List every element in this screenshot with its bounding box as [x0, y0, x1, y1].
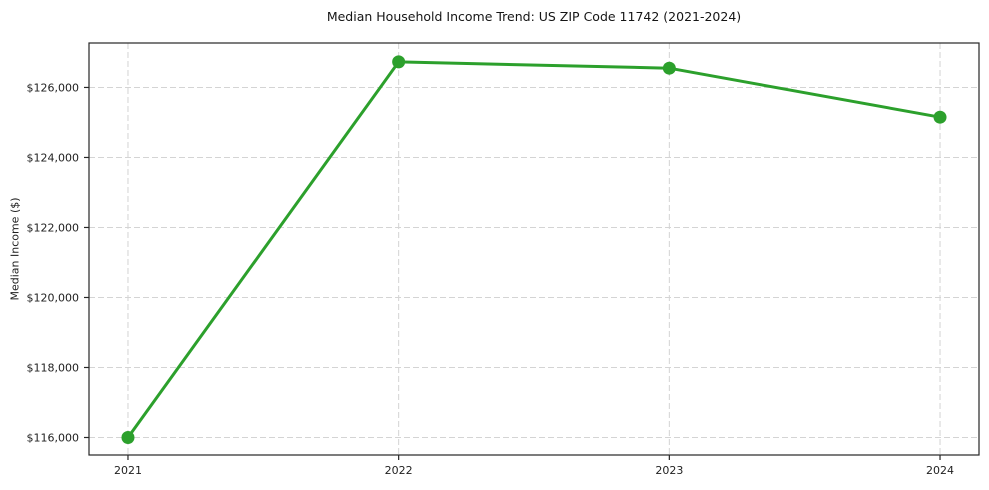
y-tick-label: $116,000	[27, 431, 80, 444]
y-tick-label: $120,000	[27, 291, 80, 304]
data-point	[392, 55, 406, 69]
x-tick-label: 2023	[655, 464, 683, 477]
y-tick-label: $118,000	[27, 361, 80, 374]
data-point	[933, 110, 947, 124]
data-point	[121, 430, 135, 444]
y-tick-label: $126,000	[27, 81, 80, 94]
data-point	[662, 61, 676, 75]
y-tick-label: $124,000	[27, 151, 80, 164]
x-tick-label: 2022	[385, 464, 413, 477]
trend-line	[126, 60, 942, 439]
chart-title: Median Household Income Trend: US ZIP Co…	[326, 9, 742, 24]
y-tick-label: $122,000	[27, 221, 80, 234]
x-tick-label: 2024	[926, 464, 954, 477]
x-tick-label: 2021	[114, 464, 142, 477]
plot-border	[88, 42, 980, 456]
